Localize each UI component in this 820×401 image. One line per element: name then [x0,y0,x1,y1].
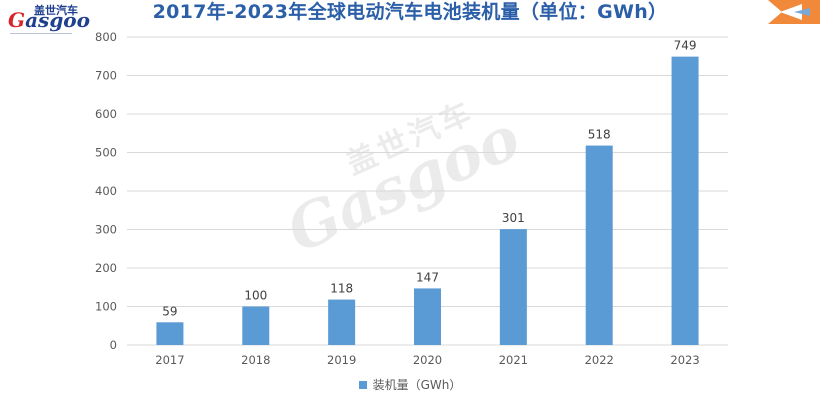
bar [414,288,441,345]
logo-english-text: Gasgoo [8,8,90,32]
logo-chinese-text: 盖世汽车 [34,4,78,17]
bar [156,322,184,345]
x-tick-label: 2023 [670,353,699,367]
y-tick-label: 700 [95,69,117,83]
y-tick-label: 600 [95,107,117,121]
data-labels: 59 100 118 147 301 518 749 [162,39,696,319]
bar [585,145,613,345]
corner-arrow-icon [768,0,820,24]
gasgoo-logo: 盖世汽车 Gasgoo [8,2,90,36]
bar-value-label: 518 [588,128,611,142]
legend-label: 装机量（GWh） [372,378,462,392]
y-tick-label: 100 [95,300,117,314]
chart-title: 2017年-2023年全球电动汽车电池装机量（单位：GWh） [152,1,668,23]
bar [328,299,356,345]
bar-value-label: 147 [416,270,439,284]
bar-value-label: 749 [674,39,697,53]
legend: 装机量（GWh） [0,376,820,393]
y-tick-label: 0 [110,338,117,352]
logo-rest: asgoo [25,8,90,32]
logo-initial: G [8,8,26,32]
bar [242,306,270,345]
y-tick-label: 500 [95,146,117,160]
legend-swatch [358,381,367,389]
x-axis: 2017 2018 2019 2020 2021 2022 2023 [155,353,699,367]
bar [671,56,699,345]
x-tick-label: 2021 [499,353,528,367]
logo-underline [10,33,72,34]
y-tick-label: 400 [95,184,117,198]
bar-value-label: 118 [330,282,353,296]
bar-value-label: 301 [502,211,525,225]
x-tick-label: 2020 [413,353,442,367]
bar [499,229,527,345]
bar-value-label: 100 [244,289,267,303]
x-tick-label: 2019 [327,353,356,367]
y-tick-label: 800 [95,30,117,44]
bars [156,56,699,345]
y-tick-label: 200 [95,261,117,275]
x-tick-label: 2017 [155,353,184,367]
y-tick-label: 300 [95,223,117,237]
x-tick-label: 2022 [585,353,614,367]
bar-value-label: 59 [162,304,177,318]
y-axis: 0 100 200 300 400 500 600 700 800 [95,30,117,352]
x-tick-label: 2018 [241,353,270,367]
